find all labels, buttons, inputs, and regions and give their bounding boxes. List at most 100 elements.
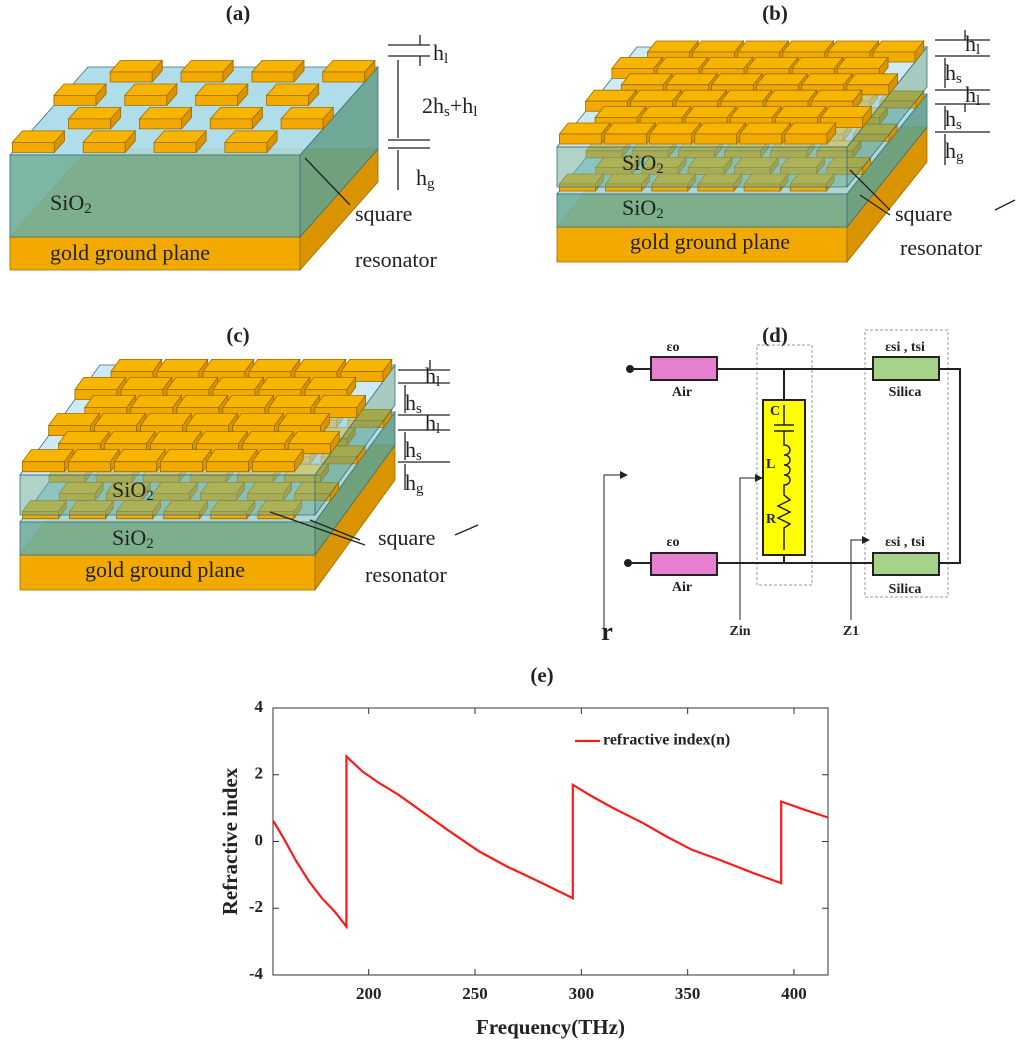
- box-face: [196, 95, 238, 105]
- terminal: [625, 560, 631, 566]
- terminal: [627, 366, 633, 372]
- dimension-label: hg: [416, 165, 435, 192]
- circuit-label: Air: [672, 580, 692, 595]
- subscript: s: [956, 71, 962, 87]
- y-tick-label: -4: [249, 964, 264, 983]
- box-face: [557, 194, 847, 227]
- figure: (a) (b) (c) (d) εo Air εsi , tsi Silica …: [0, 0, 1021, 1044]
- dimension-label: hl: [433, 40, 448, 67]
- box-face: [695, 134, 737, 144]
- dimension-label: hl: [965, 82, 980, 109]
- diagram-label: resonator: [365, 562, 448, 587]
- label-part: h: [433, 40, 444, 65]
- box-face: [210, 119, 252, 129]
- x-tick-label: 350: [675, 984, 701, 1003]
- circuit-label: Silica: [889, 385, 922, 400]
- arrow: [604, 475, 862, 630]
- diagram-label: gold ground plane: [85, 557, 245, 582]
- label-part: SiO: [622, 150, 656, 175]
- box-face: [650, 134, 692, 144]
- box-face: [54, 95, 96, 105]
- subscript: 2: [656, 206, 664, 222]
- dimension-label: hl: [425, 363, 440, 390]
- dimension-label: hs: [405, 390, 422, 417]
- box-face: [605, 134, 647, 144]
- label-part: h: [945, 106, 956, 131]
- diagram-label: square: [355, 201, 412, 226]
- box-face: [22, 462, 64, 472]
- subscript: l: [436, 374, 440, 390]
- box-face: [206, 462, 248, 472]
- subscript: 2: [146, 536, 154, 552]
- box-face: [68, 462, 110, 472]
- label-part: SiO: [622, 195, 656, 220]
- box-face: [160, 462, 202, 472]
- dimension-label: hs: [405, 437, 422, 464]
- subscript: l: [976, 93, 980, 109]
- box-face: [323, 72, 365, 82]
- diagram-label: resonator: [900, 235, 983, 260]
- label-part: h: [416, 165, 427, 190]
- dimension-label: hs: [945, 106, 962, 133]
- dimension-label: hl: [965, 31, 980, 58]
- dimension-label: hs: [945, 60, 962, 87]
- label-part: 2h: [422, 93, 444, 118]
- label-part: h: [405, 390, 416, 415]
- circuit-label: Air: [672, 385, 692, 400]
- box-face: [69, 119, 111, 129]
- circuit-label: Silica: [889, 582, 922, 597]
- label-part: SiO: [112, 525, 146, 550]
- box-face: [225, 142, 267, 152]
- circuit-label: C: [770, 404, 780, 419]
- circuit-label: Zin: [729, 624, 750, 639]
- circuit-label: R: [766, 512, 777, 527]
- box-face: [252, 462, 294, 472]
- label-part: h: [405, 470, 416, 495]
- x-tick-label: 400: [781, 984, 807, 1003]
- panel-label: (b): [762, 1, 788, 25]
- label-part: SiO: [112, 477, 146, 502]
- label-part: h: [425, 363, 436, 388]
- diagram-label: square: [378, 525, 435, 550]
- diagram-shapes: [10, 30, 1015, 590]
- subscript: s: [416, 448, 422, 464]
- subscript: 2: [84, 201, 92, 217]
- legend-label: refractive index(n): [603, 732, 730, 749]
- box-face: [252, 72, 294, 82]
- box-face: [559, 134, 601, 144]
- label-part: h: [945, 138, 956, 163]
- panel-label: (c): [226, 323, 249, 347]
- y-axis-label: Refractive index: [218, 767, 242, 915]
- diagram-label: resonator: [355, 247, 438, 272]
- silica-box: [873, 553, 939, 575]
- label-part: h: [965, 31, 976, 56]
- dimension-label: 2hs+hl: [422, 93, 477, 120]
- circuit-label: εo: [667, 535, 680, 550]
- y-tick-label: -2: [249, 897, 263, 916]
- air-box: [651, 553, 717, 575]
- dimension-label: hl: [425, 410, 440, 437]
- dimension-label: hg: [405, 470, 424, 497]
- diagram-label: gold ground plane: [630, 229, 790, 254]
- diagram-label: gold ground plane: [50, 240, 210, 265]
- y-tick-label: 4: [255, 697, 264, 716]
- box-face: [557, 147, 847, 187]
- box-face: [83, 142, 125, 152]
- circuit-label: εsi , tsi: [885, 535, 925, 550]
- label-part: h: [945, 60, 956, 85]
- y-tick-label: 0: [255, 830, 264, 849]
- subscript: g: [956, 149, 964, 165]
- box-face: [12, 142, 54, 152]
- panel-label: (d): [762, 323, 788, 347]
- subscript: g: [427, 176, 435, 192]
- x-tick-label: 250: [462, 984, 488, 1003]
- box-face: [267, 95, 309, 105]
- box-face: [740, 134, 782, 144]
- subscript: l: [444, 51, 448, 67]
- label-part: h: [425, 410, 436, 435]
- subscript: l: [436, 421, 440, 437]
- dimension-label: hg: [945, 138, 964, 165]
- box-face: [125, 95, 167, 105]
- circuit-label: εo: [667, 340, 680, 355]
